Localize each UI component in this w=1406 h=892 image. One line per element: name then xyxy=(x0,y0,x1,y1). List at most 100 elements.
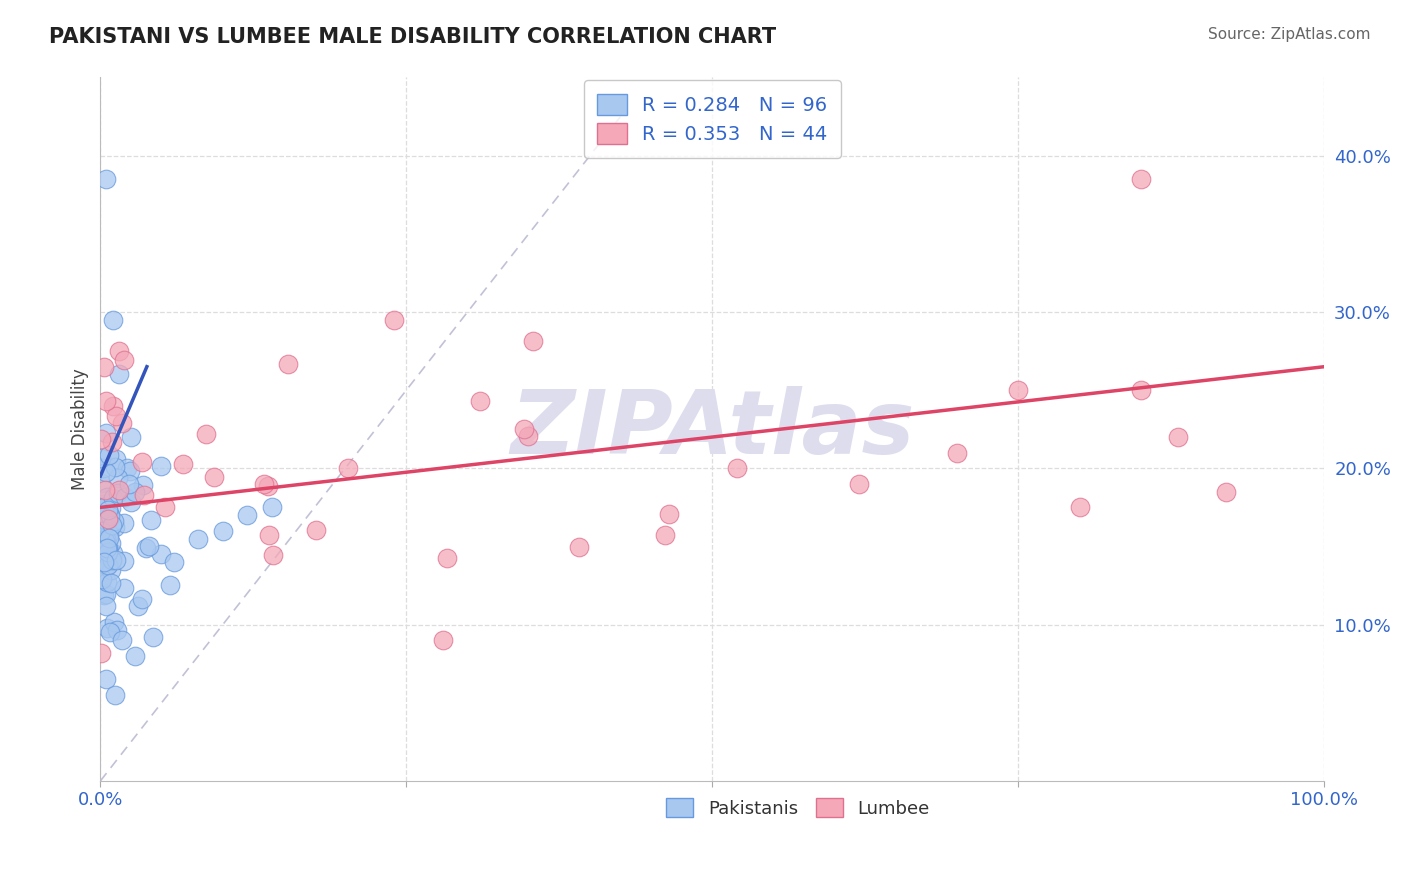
Point xyxy=(91,572,114,586)
Point xyxy=(124,648,146,663)
Point xyxy=(96,574,118,589)
Point xyxy=(93,549,115,563)
Point xyxy=(93,359,115,374)
Point xyxy=(120,495,142,509)
Point xyxy=(104,459,127,474)
Point xyxy=(94,546,117,560)
Point xyxy=(101,491,124,505)
Point xyxy=(97,545,120,559)
Point xyxy=(1129,383,1152,397)
Point xyxy=(94,534,117,549)
Point xyxy=(96,673,118,687)
Point xyxy=(101,399,124,413)
Point xyxy=(100,500,122,515)
Point xyxy=(111,633,134,648)
Point xyxy=(658,507,681,521)
Point xyxy=(107,483,129,497)
Point xyxy=(236,508,259,523)
Point xyxy=(105,409,128,423)
Point xyxy=(202,469,225,483)
Point xyxy=(97,508,120,523)
Point xyxy=(91,461,114,475)
Point xyxy=(112,581,135,595)
Point xyxy=(1215,484,1237,499)
Point xyxy=(336,461,359,475)
Point xyxy=(135,541,157,556)
Point xyxy=(90,475,112,490)
Point xyxy=(105,623,128,637)
Point xyxy=(96,172,118,186)
Point xyxy=(93,500,115,515)
Point xyxy=(107,485,129,500)
Legend: Pakistanis, Lumbee: Pakistanis, Lumbee xyxy=(659,790,936,825)
Point xyxy=(90,524,112,539)
Point xyxy=(90,527,112,541)
Point xyxy=(90,497,112,511)
Point xyxy=(127,599,149,613)
Point xyxy=(107,344,129,359)
Point xyxy=(253,476,276,491)
Point xyxy=(263,548,285,562)
Point xyxy=(1069,500,1091,515)
Point xyxy=(654,528,676,542)
Point xyxy=(848,477,870,491)
Point xyxy=(104,552,127,566)
Point xyxy=(118,477,141,491)
Point xyxy=(96,587,118,601)
Point xyxy=(725,461,748,475)
Point xyxy=(468,394,491,409)
Point xyxy=(91,512,114,526)
Point xyxy=(1007,383,1029,397)
Point xyxy=(194,427,217,442)
Point xyxy=(98,526,121,541)
Point xyxy=(94,538,117,552)
Point xyxy=(101,312,124,326)
Point xyxy=(131,455,153,469)
Point xyxy=(260,500,283,515)
Point xyxy=(141,513,163,527)
Point xyxy=(93,588,115,602)
Point xyxy=(112,353,135,368)
Point xyxy=(100,563,122,577)
Text: ZIPAtlas: ZIPAtlas xyxy=(510,385,914,473)
Point xyxy=(96,490,118,504)
Point xyxy=(211,524,233,538)
Point xyxy=(104,688,127,702)
Point xyxy=(107,368,129,382)
Point xyxy=(187,532,209,546)
Point xyxy=(94,541,117,555)
Point xyxy=(94,548,117,562)
Point xyxy=(432,633,454,648)
Point xyxy=(101,546,124,560)
Point xyxy=(93,535,115,549)
Point xyxy=(97,558,120,573)
Point xyxy=(96,425,118,440)
Point xyxy=(257,528,280,542)
Point xyxy=(1129,172,1152,186)
Y-axis label: Male Disability: Male Disability xyxy=(72,368,89,490)
Point xyxy=(98,531,121,545)
Point xyxy=(142,630,165,644)
Point xyxy=(382,312,405,326)
Point xyxy=(96,621,118,635)
Point xyxy=(98,625,121,640)
Point xyxy=(516,429,538,443)
Point xyxy=(100,575,122,590)
Point xyxy=(149,459,172,474)
Point xyxy=(522,334,544,349)
Point xyxy=(111,417,134,431)
Point xyxy=(114,491,136,505)
Point xyxy=(103,514,125,528)
Point xyxy=(94,599,117,614)
Point xyxy=(115,461,138,475)
Point xyxy=(159,578,181,592)
Point xyxy=(90,574,112,588)
Point xyxy=(91,546,114,560)
Point xyxy=(96,536,118,550)
Point xyxy=(93,500,115,514)
Point xyxy=(124,484,146,499)
Point xyxy=(97,448,120,462)
Point xyxy=(94,513,117,527)
Point xyxy=(101,434,124,449)
Point xyxy=(97,541,120,555)
